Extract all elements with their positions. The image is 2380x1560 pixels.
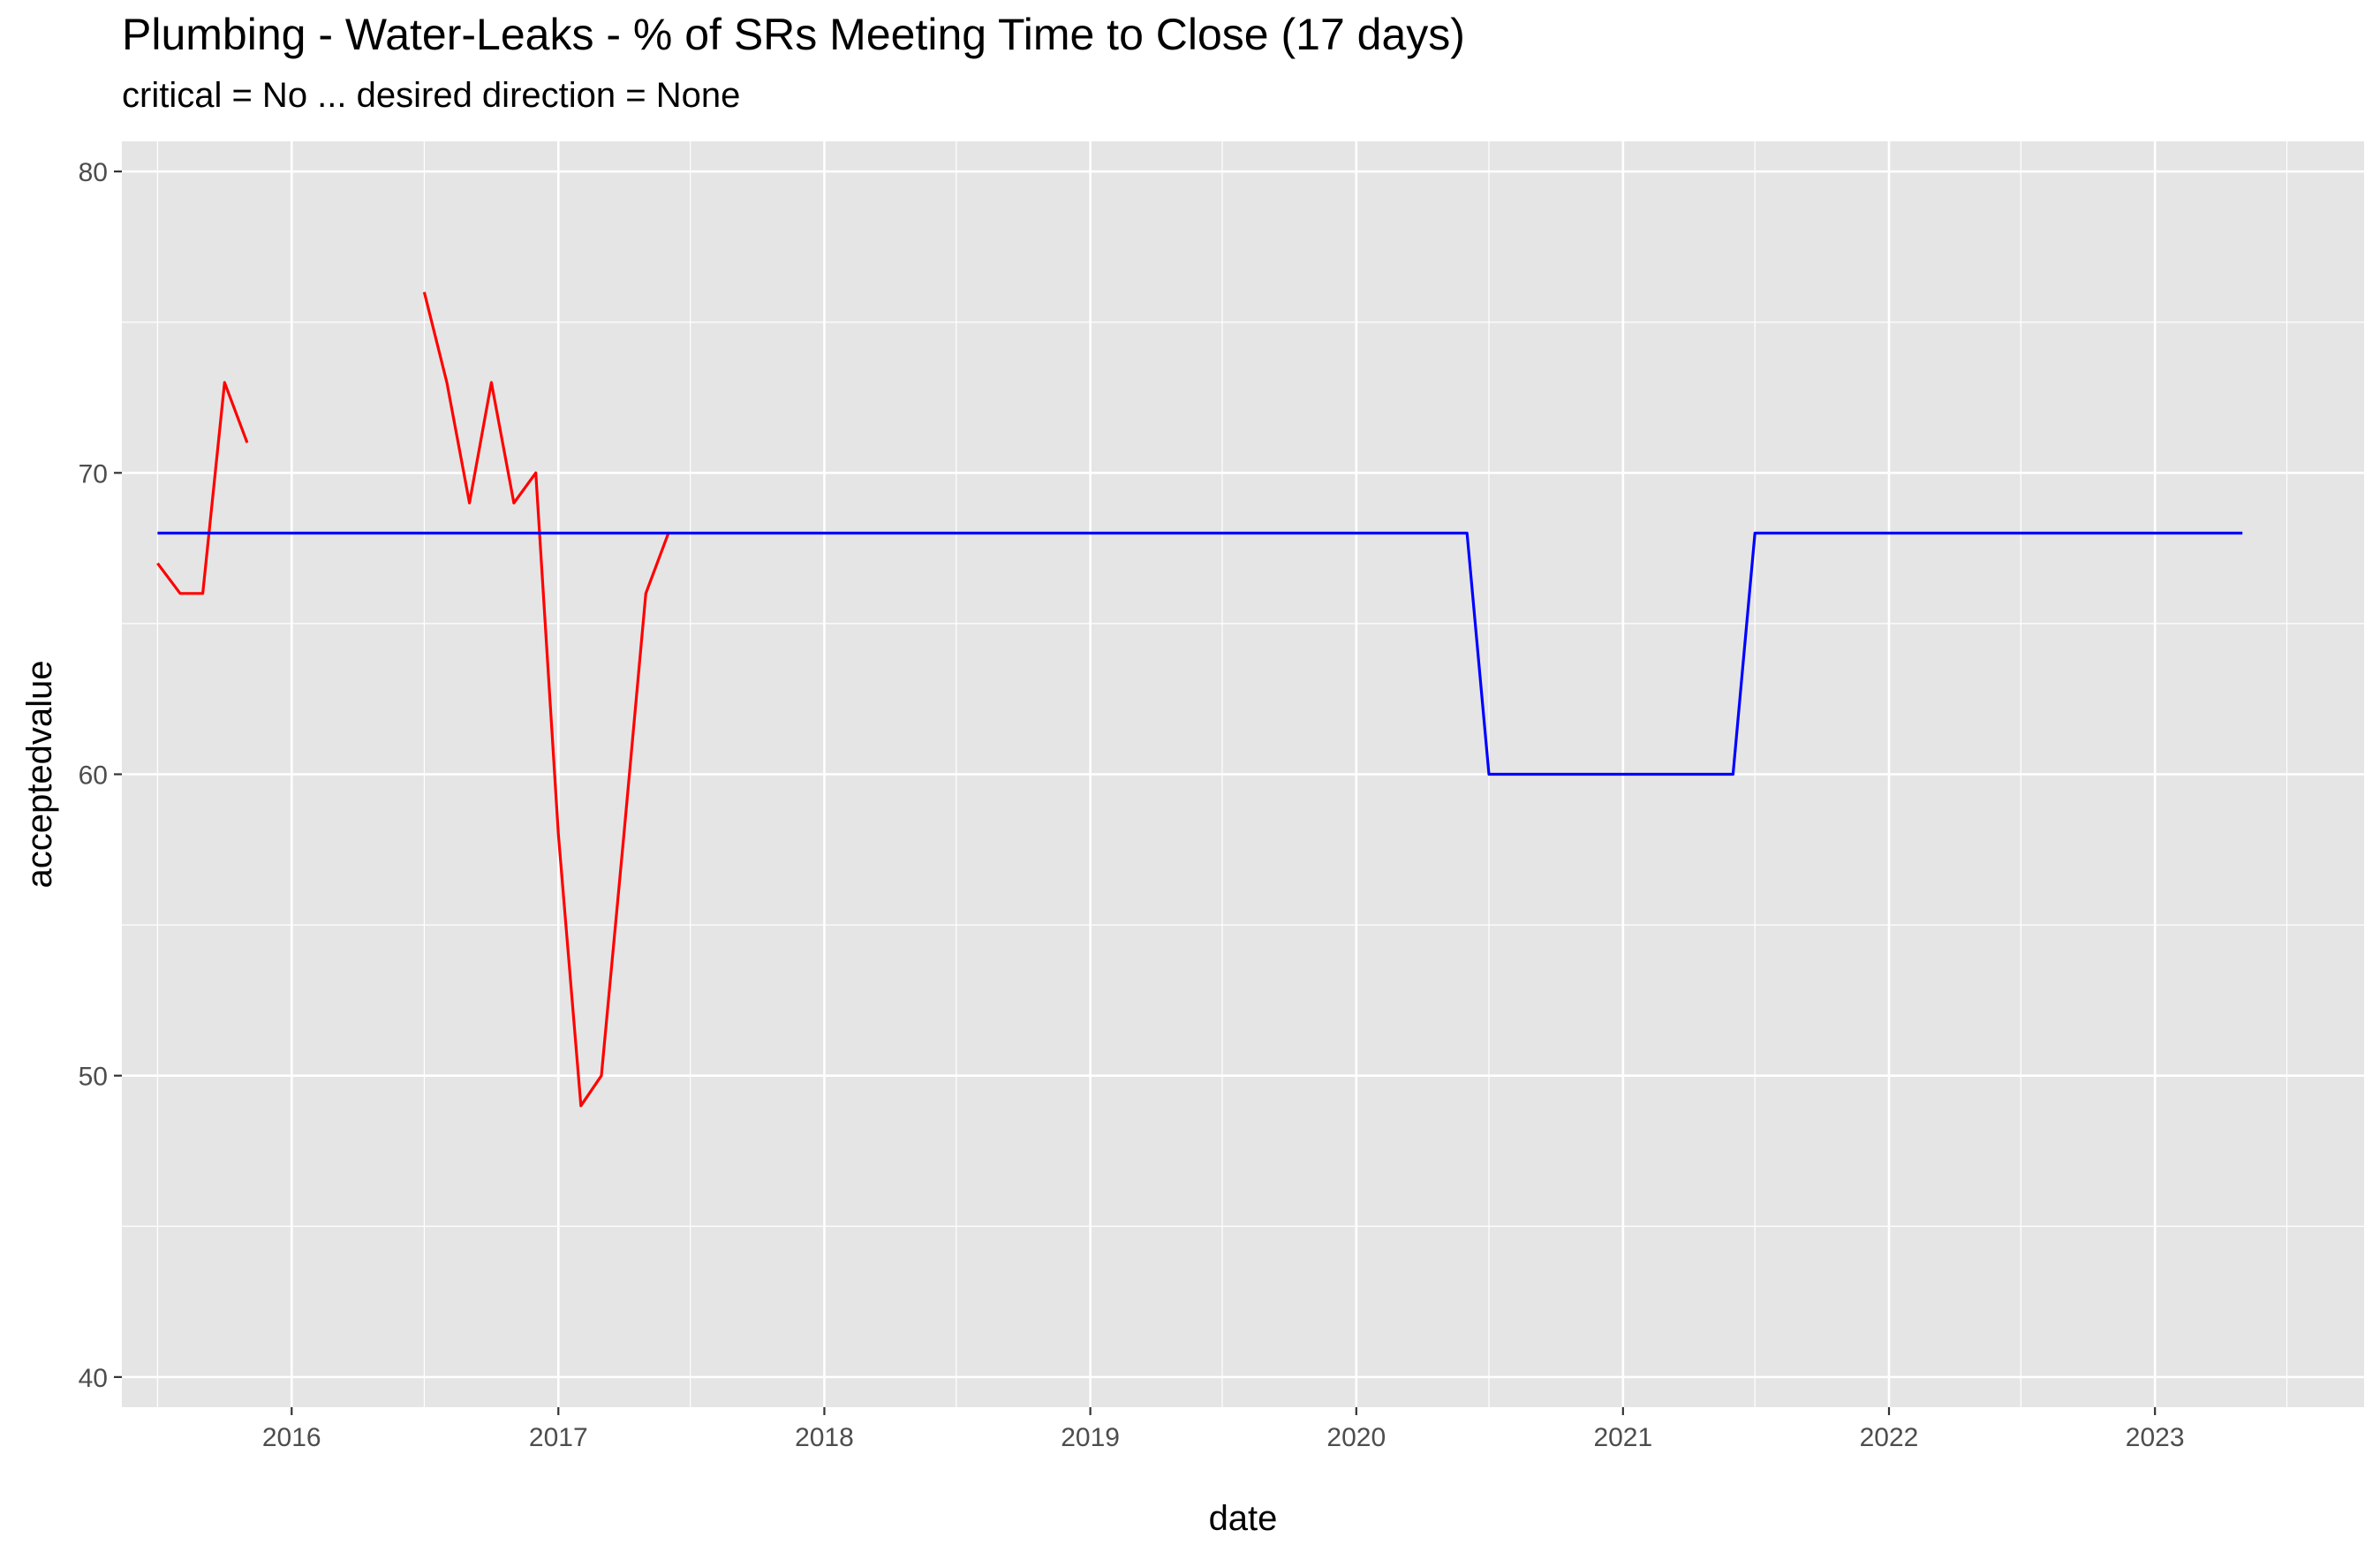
series-line-2-segment-1 xyxy=(157,531,2243,776)
axis-ticks xyxy=(114,170,2157,1415)
x-tick-label: 2019 xyxy=(1061,1423,1120,1452)
chart-title: Plumbing - Water-Leaks - % of SRs Meetin… xyxy=(122,10,1465,59)
x-tick-label: 2018 xyxy=(795,1423,854,1452)
x-tick-label: 2016 xyxy=(262,1423,321,1452)
series-line-1-segment-1 xyxy=(156,381,249,595)
y-tick-label: 80 xyxy=(79,158,108,187)
axis-labels: 2016 2017 2018 2019 2020 2021 2022 2023 40 50 60 70… xyxy=(79,158,2185,1452)
x-tick-label: 2020 xyxy=(1326,1423,1386,1452)
x-axis-title: date xyxy=(1209,1499,1278,1538)
x-tick-label: 2023 xyxy=(2126,1423,2185,1452)
y-tick-label: 70 xyxy=(79,459,108,488)
chart-subtitle: critical = No ... desired direction = No… xyxy=(122,76,741,115)
x-tick-label: 2022 xyxy=(1860,1423,1919,1452)
y-axis-title: acceptedvalue xyxy=(20,661,59,889)
x-tick-label: 2017 xyxy=(529,1423,588,1452)
y-tick-label: 40 xyxy=(79,1364,108,1393)
x-tick-label: 2021 xyxy=(1593,1423,1652,1452)
y-tick-label: 50 xyxy=(79,1063,108,1092)
series-layer xyxy=(156,292,2243,1108)
grid-major xyxy=(122,141,2364,1407)
series-line-1-segment-2 xyxy=(422,292,670,1108)
y-tick-label: 60 xyxy=(79,761,108,791)
